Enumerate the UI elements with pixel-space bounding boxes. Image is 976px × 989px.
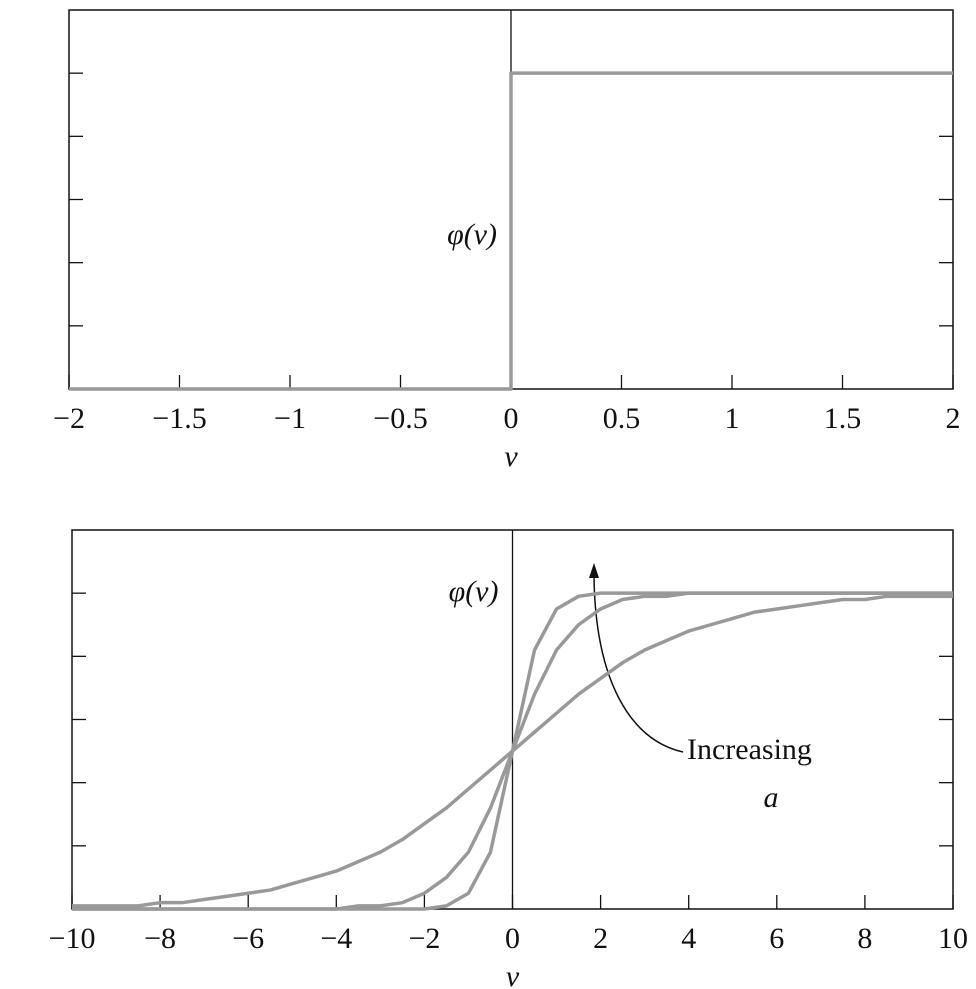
x-tick-label: 4 (681, 922, 696, 955)
x-tick-label: 0.5 (603, 402, 641, 435)
x-tick-label: 1.5 (824, 402, 862, 435)
y-label: φ(v) (449, 575, 499, 608)
x-tick-label: 0 (505, 922, 520, 955)
curve (69, 71, 953, 391)
x-label: v (504, 440, 518, 473)
annotation: Increasing (687, 733, 812, 766)
x-tick-label: −10 (49, 922, 96, 955)
x-tick-label: −2 (408, 922, 440, 955)
x-tick-label: 0 (504, 402, 519, 435)
x-tick-label: 8 (857, 922, 872, 955)
annotation-arrow (593, 574, 684, 753)
x-tick-label: −0.5 (373, 402, 427, 435)
y-label: φ(v) (447, 218, 497, 251)
arrow-head (589, 563, 599, 578)
x-tick-label: 10 (938, 922, 968, 955)
x-tick-label: 1 (725, 402, 740, 435)
x-tick-label: 6 (769, 922, 784, 955)
x-label: v (506, 960, 520, 989)
x-tick-label: −8 (144, 922, 176, 955)
curve (72, 594, 953, 908)
x-tick-label: 2 (946, 402, 961, 435)
x-tick-label: −4 (320, 922, 352, 955)
x-tick-label: −1 (274, 402, 306, 435)
x-tick-label: 2 (593, 922, 608, 955)
x-tick-label: −1.5 (152, 402, 206, 435)
annotation: a (764, 781, 779, 814)
x-tick-label: −2 (53, 402, 85, 435)
x-tick-label: −6 (232, 922, 264, 955)
